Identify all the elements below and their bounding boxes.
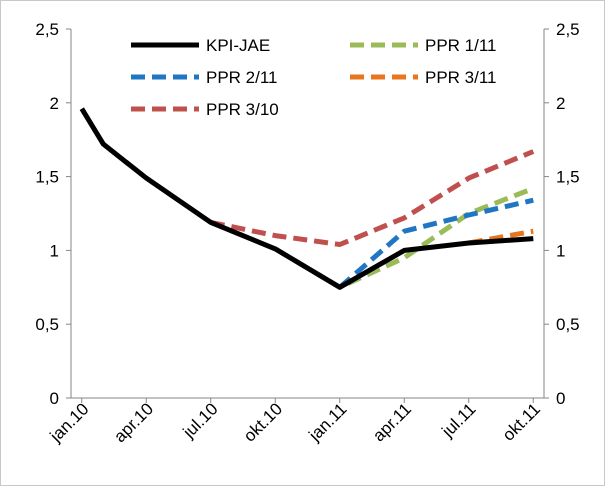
- legend-label: PPR 1/11: [425, 36, 497, 55]
- x-tick-label: okt.11: [499, 399, 544, 444]
- y-tick-label-right: 0: [556, 389, 565, 408]
- cropped-caption: [29, 0, 269, 7]
- y-tick-label-right: 1,5: [556, 168, 580, 187]
- y-tick-label-right: 1: [556, 241, 565, 260]
- y-tick-label-right: 2,5: [556, 20, 580, 39]
- x-tick-label: okt.10: [240, 399, 286, 445]
- x-tick-label: apr.11: [369, 399, 415, 445]
- series-line-ppr-3-10: [210, 149, 535, 247]
- legend-label: PPR 3/10: [206, 100, 279, 119]
- chart-series: [79, 107, 535, 290]
- y-tick-label-left: 0: [50, 389, 59, 408]
- y-tick-label-left: 2,5: [35, 20, 59, 39]
- chart-legend: KPI-JAE PPR 1/11 PPR 2/11 PPR 3/11 PPR 3/10: [131, 36, 497, 119]
- legend-label: PPR 3/11: [425, 68, 497, 87]
- legend-label: PPR 2/11: [206, 68, 278, 87]
- y-tick-label-left: 0,5: [35, 315, 59, 334]
- x-tick-label: jul.11: [438, 399, 480, 441]
- y-tick-label-right: 0,5: [556, 315, 580, 334]
- y-tick-label-left: 1,5: [35, 168, 59, 187]
- y-tick-label-left: 2: [50, 94, 59, 113]
- series-line-ppr-2-11: [338, 197, 534, 290]
- x-tick-label: jul.10: [179, 399, 222, 442]
- x-tick-label: jan.11: [305, 399, 351, 445]
- legend-label: KPI-JAE: [206, 36, 270, 55]
- y-tick-label-right: 2: [556, 94, 565, 113]
- series-line-kpi-jae: [79, 107, 534, 290]
- x-tick-label: apr.10: [110, 399, 157, 446]
- y-tick-label-left: 1: [50, 241, 59, 260]
